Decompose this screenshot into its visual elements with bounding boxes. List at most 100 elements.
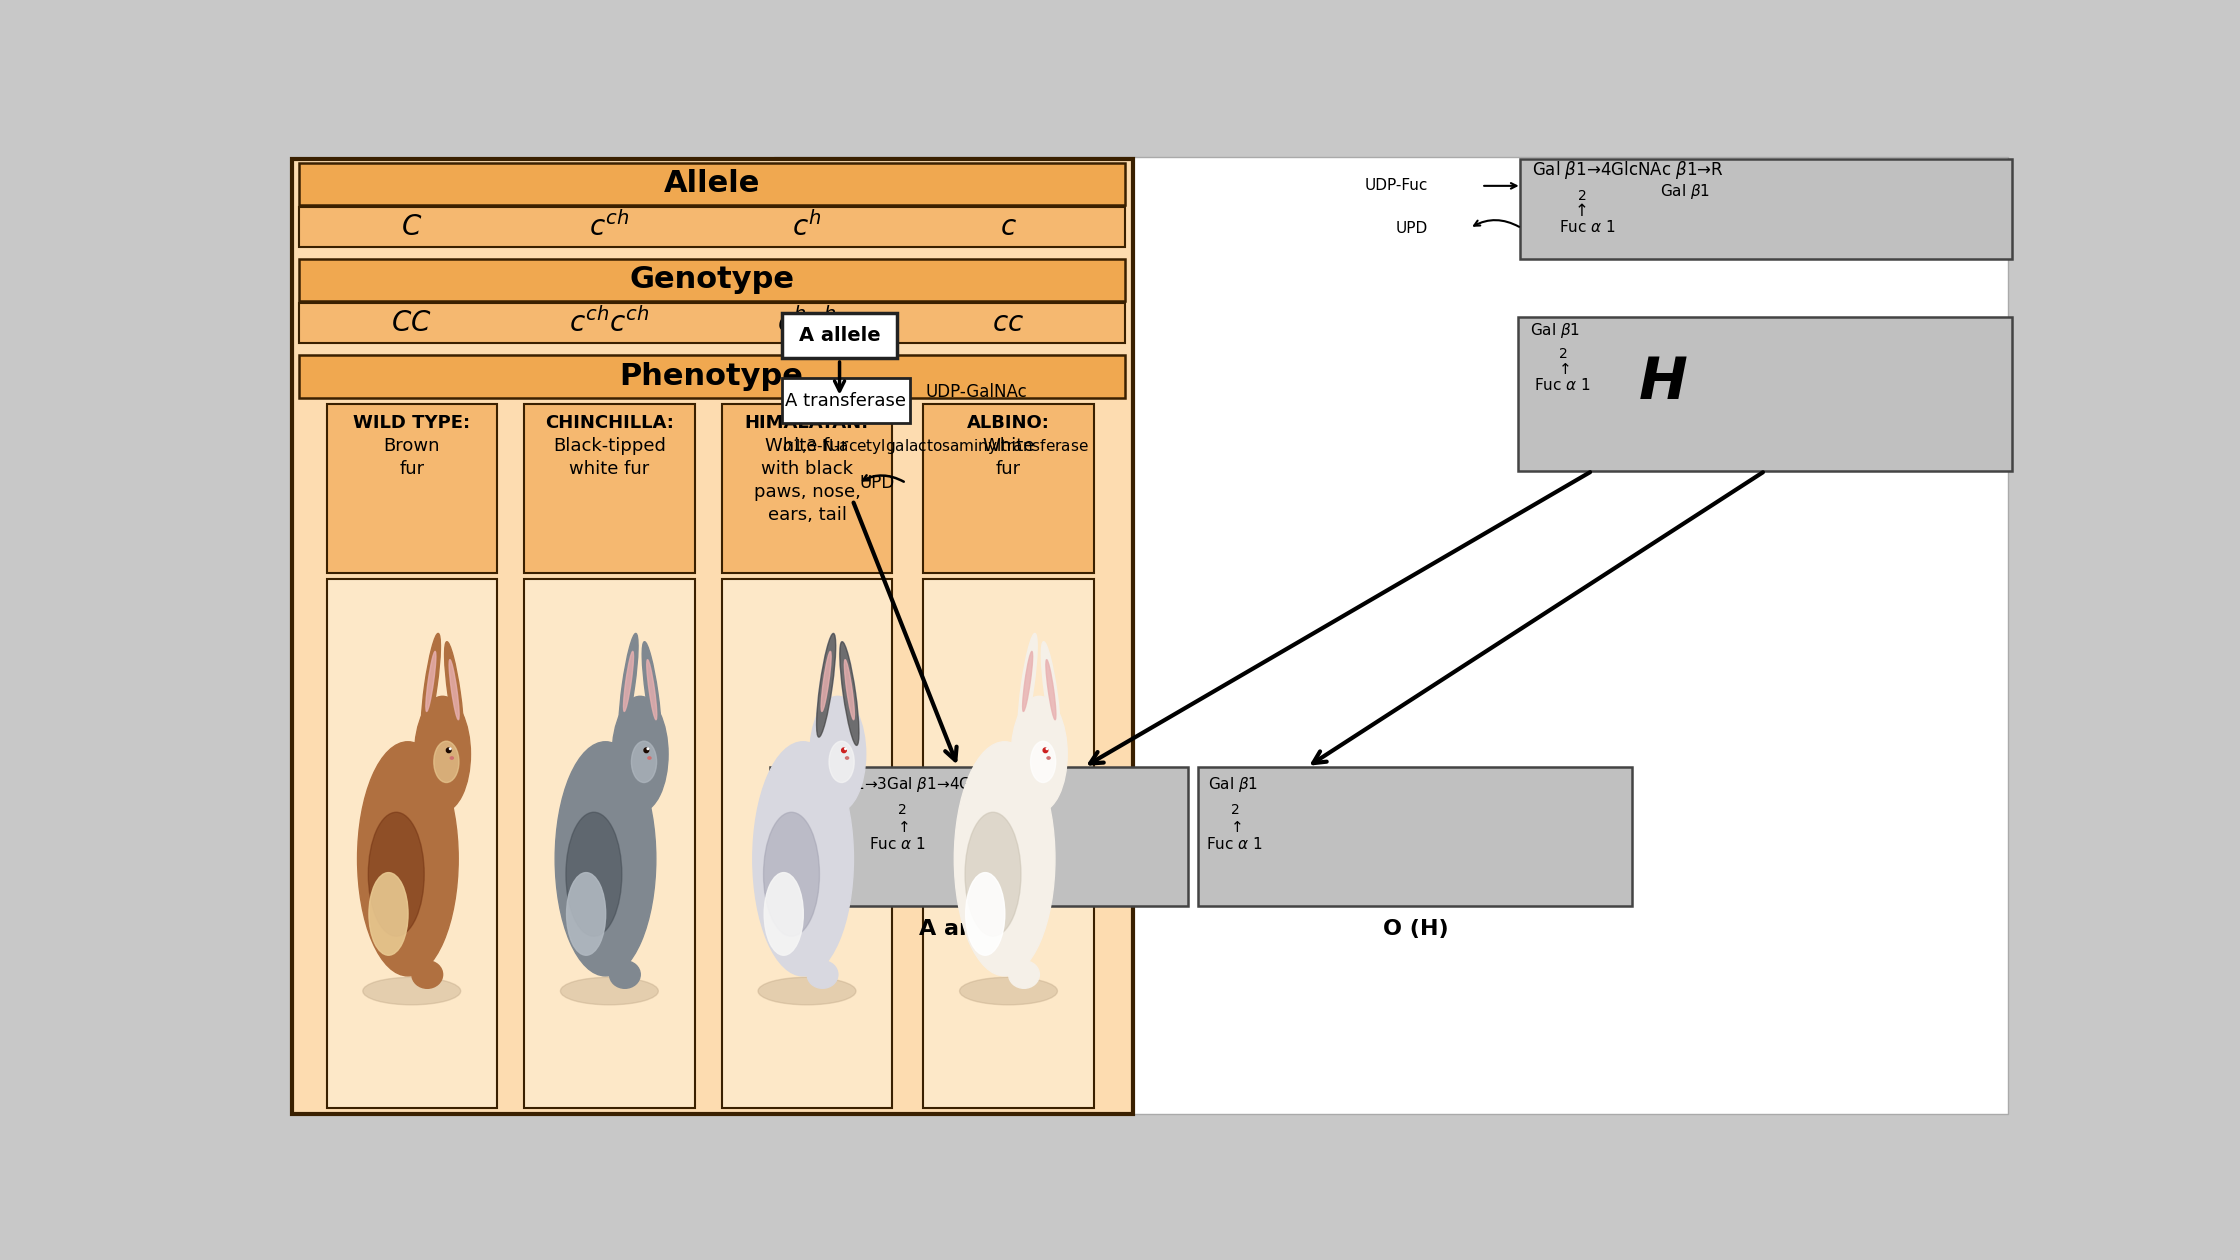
FancyBboxPatch shape — [782, 312, 896, 358]
Ellipse shape — [632, 741, 656, 782]
Ellipse shape — [1046, 660, 1055, 719]
Text: white fur: white fur — [569, 460, 650, 479]
Text: White: White — [983, 437, 1035, 455]
Text: Fuc $\alpha$ 1: Fuc $\alpha$ 1 — [1534, 377, 1590, 393]
Ellipse shape — [818, 634, 836, 737]
Ellipse shape — [623, 651, 634, 712]
Text: UDP-Fuc: UDP-Fuc — [1364, 179, 1429, 193]
Ellipse shape — [560, 978, 659, 1004]
FancyBboxPatch shape — [923, 403, 1093, 573]
Text: with black: with black — [762, 460, 853, 479]
Ellipse shape — [645, 748, 650, 752]
Text: Brown: Brown — [383, 437, 439, 455]
Ellipse shape — [1046, 757, 1051, 760]
Ellipse shape — [412, 961, 444, 988]
Ellipse shape — [647, 757, 652, 760]
FancyBboxPatch shape — [1519, 316, 2012, 471]
Ellipse shape — [370, 873, 408, 955]
Ellipse shape — [618, 634, 638, 737]
Ellipse shape — [965, 873, 1006, 955]
Ellipse shape — [1024, 651, 1033, 712]
FancyBboxPatch shape — [300, 355, 1124, 398]
Ellipse shape — [840, 641, 858, 746]
Ellipse shape — [1010, 697, 1066, 811]
Ellipse shape — [1017, 634, 1037, 737]
Ellipse shape — [1030, 741, 1055, 782]
FancyBboxPatch shape — [721, 578, 892, 1109]
Ellipse shape — [367, 813, 423, 936]
FancyBboxPatch shape — [782, 378, 909, 423]
Ellipse shape — [450, 757, 452, 760]
Ellipse shape — [842, 748, 847, 752]
Text: ears, tail: ears, tail — [768, 507, 847, 524]
Text: GalNAc $\alpha$ 1→3Gal $\beta$1→4GlcNAc $\beta$ -R: GalNAc $\alpha$ 1→3Gal $\beta$1→4GlcNAc … — [780, 775, 1051, 794]
Ellipse shape — [421, 634, 441, 737]
Ellipse shape — [609, 961, 641, 988]
Text: paws, nose,: paws, nose, — [753, 484, 860, 501]
Ellipse shape — [446, 748, 450, 752]
Ellipse shape — [363, 978, 461, 1004]
Text: Black-tipped: Black-tipped — [553, 437, 665, 455]
Text: $c^{ch}$: $c^{ch}$ — [589, 212, 629, 242]
FancyBboxPatch shape — [1521, 159, 2012, 260]
Text: Gal $\beta$1: Gal $\beta$1 — [1660, 181, 1709, 200]
Ellipse shape — [435, 741, 459, 782]
Text: ↑: ↑ — [1559, 362, 1572, 377]
Ellipse shape — [643, 641, 661, 746]
Text: UPD: UPD — [1396, 220, 1429, 236]
Ellipse shape — [844, 757, 849, 760]
Ellipse shape — [844, 660, 853, 719]
Text: ↑: ↑ — [1575, 203, 1588, 220]
Ellipse shape — [959, 978, 1057, 1004]
FancyBboxPatch shape — [300, 302, 1124, 343]
FancyBboxPatch shape — [291, 159, 1133, 1114]
Ellipse shape — [444, 641, 464, 746]
FancyBboxPatch shape — [775, 158, 2009, 1114]
Text: $\alpha$1,3-N-acetylgalactosaminyltransferase: $\alpha$1,3-N-acetylgalactosaminyltransf… — [782, 437, 1089, 456]
Ellipse shape — [757, 978, 856, 1004]
Text: 2: 2 — [1232, 803, 1239, 816]
FancyBboxPatch shape — [524, 403, 694, 573]
Text: ↑: ↑ — [1232, 820, 1243, 835]
Text: Fuc $\alpha$ 1: Fuc $\alpha$ 1 — [869, 837, 925, 852]
FancyBboxPatch shape — [771, 767, 1187, 906]
Text: Gal $\beta$1: Gal $\beta$1 — [1530, 321, 1579, 340]
Text: $c^{h}$: $c^{h}$ — [793, 212, 822, 242]
Text: $c^{h}c^{h}$: $c^{h}c^{h}$ — [777, 307, 836, 338]
FancyBboxPatch shape — [923, 578, 1093, 1109]
Text: White fur: White fur — [766, 437, 849, 455]
Text: ↑: ↑ — [898, 820, 909, 835]
Ellipse shape — [1044, 748, 1048, 752]
Ellipse shape — [764, 873, 804, 955]
FancyBboxPatch shape — [1198, 767, 1633, 906]
Text: $C$: $C$ — [401, 213, 423, 241]
Text: fur: fur — [997, 460, 1021, 479]
Text: Fuc $\alpha$ 1: Fuc $\alpha$ 1 — [1559, 219, 1615, 234]
Text: O (H): O (H) — [1382, 919, 1449, 939]
Ellipse shape — [414, 697, 470, 811]
FancyBboxPatch shape — [524, 578, 694, 1109]
Ellipse shape — [840, 641, 858, 746]
FancyBboxPatch shape — [327, 403, 497, 573]
Ellipse shape — [811, 697, 865, 811]
Text: H: H — [1640, 354, 1687, 411]
Text: 2: 2 — [1577, 189, 1586, 203]
Ellipse shape — [806, 961, 838, 988]
Ellipse shape — [822, 651, 831, 712]
Text: UPD: UPD — [860, 474, 896, 493]
Ellipse shape — [764, 813, 820, 936]
Ellipse shape — [753, 742, 853, 976]
FancyBboxPatch shape — [300, 163, 1124, 205]
FancyBboxPatch shape — [300, 260, 1124, 301]
Ellipse shape — [358, 742, 459, 976]
Text: $c^{ch}c^{ch}$: $c^{ch}c^{ch}$ — [569, 307, 650, 338]
Ellipse shape — [567, 873, 605, 955]
Text: fur: fur — [399, 460, 423, 479]
Text: $cc$: $cc$ — [992, 309, 1024, 336]
Ellipse shape — [612, 697, 668, 811]
Text: WILD TYPE:: WILD TYPE: — [354, 415, 470, 432]
Text: A antigen: A antigen — [918, 919, 1039, 939]
Text: UDP-GalNAc: UDP-GalNAc — [925, 383, 1028, 401]
Text: CHINCHILLA:: CHINCHILLA: — [544, 415, 674, 432]
Text: Phenotype: Phenotype — [620, 362, 804, 391]
